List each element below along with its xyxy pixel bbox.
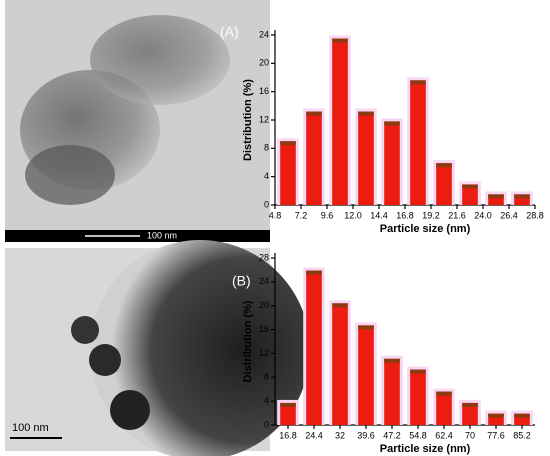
bar-cap [306,111,322,116]
bar-cap [384,358,400,363]
bar [436,391,452,425]
x-tick-label: 14.4 [370,210,388,220]
bar [488,194,504,205]
x-tick-label: 7.2 [295,210,308,220]
bar [436,163,452,205]
bar-cap [358,325,374,330]
bar [358,111,374,205]
y-tick-label: 0 [264,419,269,429]
bar [332,303,348,425]
bar [358,325,374,425]
bar [306,111,322,205]
bar [514,413,530,425]
x-tick-label: 21.6 [448,210,466,220]
y-tick-label: 12 [259,114,269,124]
bar-cap [436,391,452,396]
bar-cap [280,141,296,146]
x-tick-label: 39.6 [357,430,375,440]
image-label: (B) [232,273,251,289]
x-tick-label: 24.4 [305,430,323,440]
y-tick-label: 24 [259,276,269,286]
x-axis-label: Particle size (nm) [380,443,471,455]
x-tick-label: 85.2 [513,430,531,440]
image-label: (A) [220,24,239,40]
bar [306,270,322,425]
x-tick-label: 9.6 [321,210,334,220]
x-tick-label: 32 [335,430,345,440]
bar [488,413,504,425]
bar [410,369,426,425]
y-tick-label: 24 [259,29,269,39]
bar [462,184,478,205]
x-tick-label: 62.4 [435,430,453,440]
x-tick-label: 77.6 [487,430,505,440]
bar-cap [410,369,426,374]
x-tick-label: 28.8 [526,210,544,220]
tem-image-a: (A) 100 nm [5,0,270,242]
x-tick-label: 26.4 [500,210,518,220]
bar-cap [514,194,530,199]
bar-cap [462,402,478,407]
bar [462,402,478,425]
bar-cap [384,121,400,126]
y-tick-label: 12 [259,348,269,358]
bar [280,402,296,425]
bar [514,194,530,205]
bar-cap [436,163,452,168]
bar-cap [462,184,478,189]
x-tick-label: 54.8 [409,430,427,440]
y-tick-label: 20 [259,300,269,310]
bar [384,358,400,425]
bar [410,80,426,205]
scale-bar-label: 100 nm [147,230,177,240]
bar-cap [488,194,504,199]
bar [384,121,400,205]
y-tick-label: 0 [264,199,269,209]
y-axis-label: Distribution (%) [242,79,254,161]
y-tick-label: 20 [259,58,269,68]
bar-cap [332,38,348,43]
bar [332,38,348,205]
y-tick-label: 4 [264,171,269,181]
bar-cap [358,111,374,116]
y-tick-label: 8 [264,143,269,153]
x-axis-label: Particle size (nm) [380,223,471,235]
y-tick-label: 4 [264,396,269,406]
bar-cap [410,80,426,85]
x-tick-label: 70 [465,430,475,440]
y-tick-label: 16 [259,86,269,96]
y-tick-label: 16 [259,324,269,334]
scale-bar-label: 100 nm [12,422,49,434]
bar-cap [280,402,296,407]
x-tick-label: 16.8 [279,430,297,440]
x-tick-label: 19.2 [422,210,440,220]
tem-image-b: (B) 100 nm [5,240,310,456]
x-tick-label: 4.8 [269,210,282,220]
x-tick-label: 47.2 [383,430,401,440]
bar-cap [488,413,504,418]
x-tick-label: 24.0 [474,210,492,220]
y-tick-label: 28 [259,252,269,262]
x-tick-label: 12.0 [344,210,362,220]
x-tick-label: 16.8 [396,210,414,220]
bar [280,141,296,205]
bar-cap [306,270,322,275]
y-tick-label: 8 [264,372,269,382]
bar-cap [332,303,348,308]
y-axis-label: Distribution (%) [242,300,254,382]
bar-cap [514,413,530,418]
